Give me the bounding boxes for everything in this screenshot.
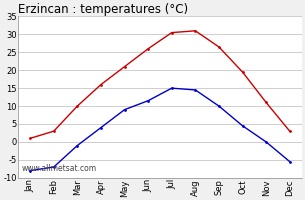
Text: Erzincan : temperatures (°C): Erzincan : temperatures (°C): [18, 3, 188, 16]
Text: www.allmetsat.com: www.allmetsat.com: [21, 164, 96, 173]
